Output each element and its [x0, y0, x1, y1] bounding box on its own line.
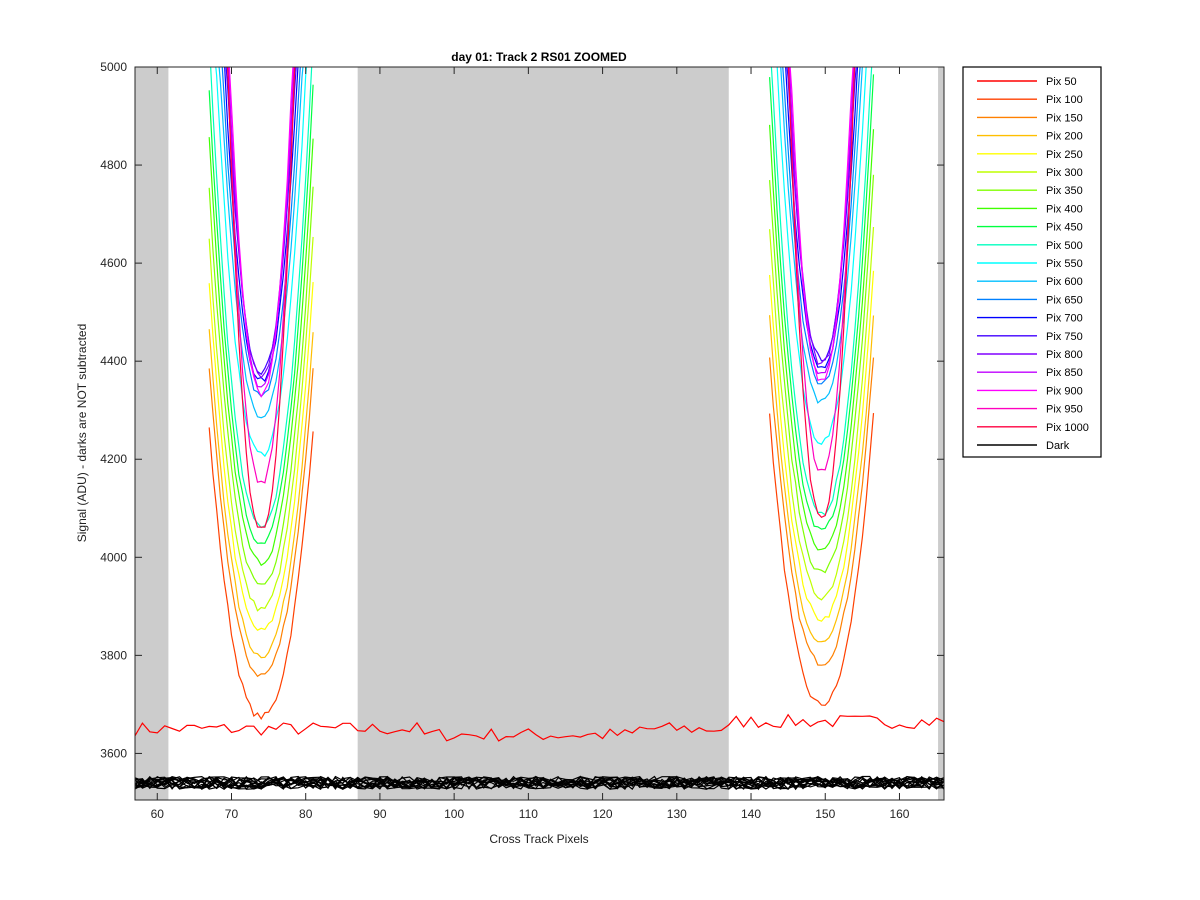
series-line-pix-950-dip-2 — [787, 67, 856, 471]
series-lines — [135, 67, 944, 791]
legend-label: Pix 250 — [1046, 149, 1083, 161]
series-line-pix-300-dip-1 — [208, 236, 314, 612]
series-line-pix-800-dip-2 — [787, 67, 856, 365]
x-tick-label: 110 — [519, 807, 538, 821]
legend-label: Pix 900 — [1046, 385, 1083, 397]
series-line-pix-1000-dip-2 — [787, 67, 856, 519]
series-line-pix-350-dip-2 — [769, 174, 875, 574]
legend-label: Pix 700 — [1046, 313, 1083, 325]
series-line-pix-200-dip-1 — [208, 329, 314, 659]
series-line-pix-50 — [135, 713, 944, 742]
legend-label: Pix 600 — [1046, 276, 1083, 288]
series-line-pix-800-dip-1 — [226, 67, 296, 379]
legend-label: Pix 1000 — [1046, 422, 1089, 434]
axes-box — [134, 66, 945, 801]
series-line-pix-850-dip-2 — [788, 67, 855, 375]
x-tick-label: 80 — [299, 807, 313, 821]
y-tick-label: 4400 — [100, 354, 127, 368]
series-line-pix-150-dip-2 — [769, 357, 875, 666]
series-line-pix-550-dip-2 — [776, 67, 867, 445]
x-tick-label: 160 — [889, 807, 909, 821]
series-line-pix-450-dip-2 — [769, 74, 875, 530]
x-axis-label: Cross Track Pixels — [489, 832, 588, 846]
x-tick-label: 150 — [815, 807, 835, 821]
legend-label: Pix 400 — [1046, 203, 1083, 215]
shaded-region-3 — [938, 67, 944, 800]
legend: Pix 50 Pix 100 Pix 150 Pix 200 Pix 250 Pix 30… — [962, 66, 1102, 458]
plot-area: 60 70 80 90 100 110 120 130 140 150 160 3600 3800 400… — [100, 60, 945, 821]
legend-label: Pix 850 — [1046, 367, 1083, 379]
series-line-pix-900-dip-2 — [789, 67, 854, 381]
series-line-pix-400-dip-1 — [208, 137, 314, 567]
series-line-pix-900-dip-1 — [228, 67, 294, 398]
y-tick-label: 3600 — [100, 746, 127, 760]
shaded-regions — [135, 67, 944, 800]
x-tick-label: 90 — [373, 807, 387, 821]
shaded-region-2 — [357, 67, 729, 800]
legend-label: Pix 450 — [1046, 222, 1083, 234]
x-tick-label: 140 — [741, 807, 761, 821]
y-tick-label: 4600 — [100, 256, 127, 270]
series-line-pix-550-dip-1 — [215, 67, 308, 458]
series-line-pix-200-dip-2 — [769, 315, 875, 643]
y-tick-label: 4800 — [100, 158, 127, 172]
legend-label: Pix 550 — [1046, 258, 1083, 270]
series-line-pix-100-dip-1 — [208, 427, 314, 720]
axes: 60 70 80 90 100 110 120 130 140 150 160 3600 3800 400… — [100, 60, 945, 821]
x-tick-label: 60 — [151, 807, 165, 821]
series-line-pix-950-dip-1 — [226, 67, 296, 484]
series-line-pix-100-dip-2 — [769, 413, 875, 706]
series-line-pix-150-dip-1 — [208, 368, 314, 678]
y-axis-label: Signal (ADU) - darks are NOT subtracted — [75, 324, 89, 543]
series-line-pix-700-dip-2 — [785, 67, 859, 369]
series-line-pix-450-dip-1 — [208, 84, 314, 544]
legend-label: Pix 750 — [1046, 331, 1083, 343]
legend-label: Pix 500 — [1046, 240, 1083, 252]
y-tick-label: 4000 — [100, 550, 127, 564]
series-line-pix-1000-dip-1 — [226, 67, 296, 528]
legend-label: Dark — [1046, 440, 1070, 452]
series-line-dark-14 — [135, 775, 944, 790]
series-line-dark-13 — [135, 775, 944, 791]
x-tick-label: 130 — [667, 807, 687, 821]
legend-items: Pix 50 Pix 100 Pix 150 Pix 200 Pix 250 Pix 30… — [977, 76, 1089, 452]
legend-label: Pix 650 — [1046, 294, 1083, 306]
series-line-pix-400-dip-2 — [769, 124, 875, 551]
legend-label: Pix 800 — [1046, 349, 1083, 361]
series-line-pix-650-dip-2 — [782, 67, 861, 385]
x-tick-label: 120 — [593, 807, 613, 821]
series-line-pix-750-dip-1 — [225, 67, 297, 376]
legend-box — [962, 66, 1102, 458]
x-tick-label: 70 — [225, 807, 239, 821]
series-line-pix-750-dip-2 — [786, 67, 857, 362]
shaded-region-1 — [135, 67, 169, 800]
x-tick-label: 100 — [444, 807, 464, 821]
legend-label: Pix 50 — [1046, 76, 1077, 88]
series-line-pix-600-dip-2 — [780, 67, 863, 404]
legend-label: Pix 950 — [1046, 404, 1083, 416]
series-line-pix-250-dip-2 — [769, 270, 875, 622]
series-line-pix-250-dip-1 — [208, 282, 314, 631]
legend-label: Pix 350 — [1046, 185, 1083, 197]
chart-title: day 01: Track 2 RS01 ZOOMED — [451, 50, 627, 64]
y-tick-label: 4200 — [100, 452, 127, 466]
series-line-pix-500-dip-2 — [770, 67, 873, 516]
legend-label: Pix 150 — [1046, 112, 1083, 124]
series-line-pix-600-dip-1 — [218, 67, 304, 419]
legend-label: Pix 200 — [1046, 131, 1083, 143]
legend-label: Pix 100 — [1046, 94, 1083, 106]
series-line-pix-300-dip-2 — [769, 226, 875, 601]
series-line-pix-350-dip-1 — [208, 186, 314, 585]
y-tick-label: 5000 — [100, 60, 127, 74]
y-tick-label: 3800 — [100, 648, 127, 662]
legend-label: Pix 300 — [1046, 167, 1083, 179]
series-line-pix-850-dip-1 — [227, 67, 295, 388]
